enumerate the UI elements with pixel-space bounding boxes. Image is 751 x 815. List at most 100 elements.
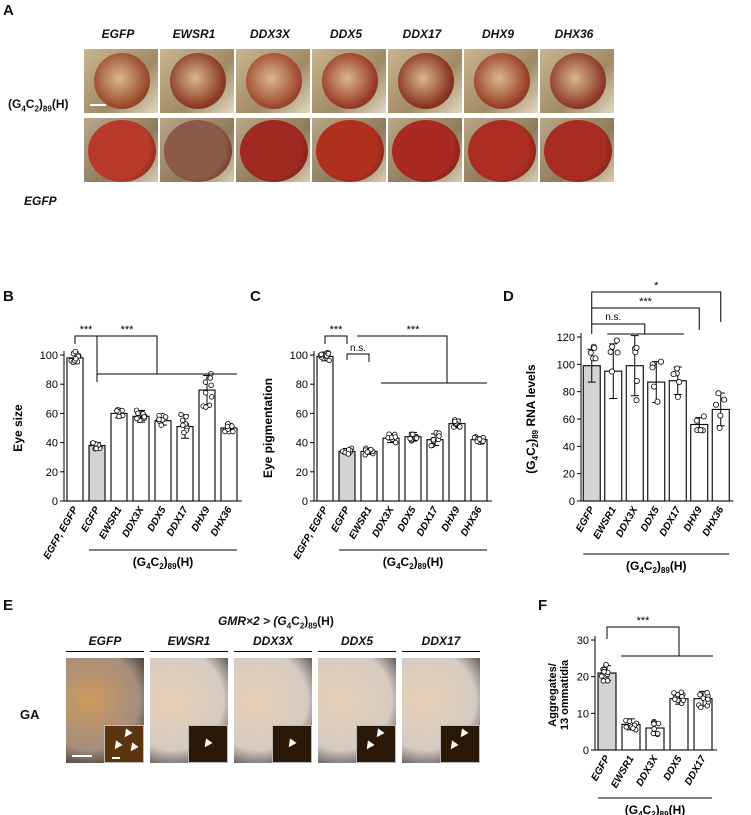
data-point (609, 343, 616, 350)
x-axis-label: (G4C2)89(H) (383, 555, 444, 570)
data-point (114, 408, 120, 414)
y-tick-label: 100 (290, 350, 308, 362)
data-point (626, 718, 633, 724)
data-point (181, 429, 187, 436)
column-underline (402, 651, 480, 652)
data-point (717, 412, 724, 419)
panel-a-column-label: DDX3X (249, 27, 290, 41)
data-point (697, 427, 704, 434)
y-tick-label: 60 (296, 408, 308, 420)
aggregate-arrow-icon (457, 728, 469, 740)
eye-image (464, 49, 538, 113)
data-point (623, 724, 629, 730)
y-tick-label: 0 (583, 745, 589, 757)
category-label: EGFP (329, 505, 352, 534)
category-label: DDX3X (634, 753, 661, 789)
y-tick-label: 100 (40, 350, 58, 362)
panel-e-column-label: EWSR1 (167, 634, 211, 648)
data-point (651, 721, 657, 727)
bar (220, 427, 238, 502)
category-label: DHX9 (440, 505, 463, 534)
category-label: DDX5 (396, 505, 419, 534)
panel-a-row-label-egfp: EGFP (24, 194, 57, 208)
data-point (345, 451, 352, 457)
significance-bracket (591, 323, 646, 334)
panel-e-column-label: DDX3X (252, 634, 293, 648)
category-label: DDX5 (662, 754, 685, 783)
category-label: EGFP, EGFP (292, 505, 331, 562)
y-tick-label: 0 (302, 496, 308, 508)
data-point (674, 365, 681, 372)
aggregate-arrow-icon (127, 742, 139, 754)
bar (597, 672, 617, 751)
significance-label: *** (639, 296, 653, 308)
tissue-image (318, 658, 396, 763)
data-point (649, 364, 656, 371)
magnified-inset (272, 725, 312, 763)
x-axis-label: (G4C2)89(H) (625, 803, 686, 815)
data-point (601, 669, 607, 675)
data-point (178, 411, 184, 418)
data-point (207, 375, 214, 381)
bar (88, 444, 106, 502)
y-tick-label: 0 (52, 496, 58, 508)
data-point (670, 371, 677, 378)
eye-image (540, 118, 614, 182)
data-point (410, 431, 416, 438)
eye-image (236, 118, 310, 182)
data-point (592, 355, 599, 362)
x-axis-label: (G4C2)89(H) (626, 559, 687, 575)
bar (154, 420, 172, 502)
data-point (633, 377, 640, 384)
magnified-inset (440, 725, 480, 763)
significance-label: *** (121, 324, 135, 336)
significance-label: *** (637, 615, 651, 627)
panel-label-a: A (3, 2, 14, 19)
data-point (698, 704, 704, 711)
magnified-inset (104, 725, 144, 763)
panel-label-e: E (3, 597, 14, 614)
data-point (657, 358, 664, 365)
y-tick-label: 20 (563, 469, 575, 481)
data-point (614, 349, 621, 356)
data-point (428, 442, 434, 449)
significance-bracket (74, 335, 98, 344)
eye-image (464, 118, 538, 182)
y-tick-label: 20 (46, 467, 58, 479)
category-label: EWSR1 (609, 754, 637, 791)
magnified-inset (188, 725, 228, 763)
data-point (700, 695, 706, 701)
eye-image (388, 49, 462, 113)
data-point (700, 413, 707, 420)
category-label: DDX5 (146, 505, 169, 534)
data-point (72, 348, 78, 355)
tissue-image (66, 658, 144, 763)
data-point (705, 696, 711, 702)
significance-bracket (591, 291, 722, 322)
significance-label: n.s. (350, 343, 366, 354)
data-point (678, 689, 685, 695)
data-point (654, 398, 661, 405)
data-point (676, 378, 683, 385)
significance-bracket (357, 335, 448, 383)
panel-a-column-label: DHX36 (554, 27, 594, 41)
data-point (392, 434, 398, 440)
y-tick-label: 40 (563, 441, 575, 453)
y-tick-label: 80 (563, 387, 575, 399)
eye-image (236, 49, 310, 113)
bar (338, 450, 356, 502)
data-point (715, 390, 722, 397)
y-axis-label: Eye pigmentation (261, 378, 275, 478)
y-axis-label: Aggregates/13 ommatidia (547, 659, 571, 730)
category-label: EGFP (79, 505, 102, 534)
significance-bracket (591, 307, 700, 330)
aggregate-arrow-icon (121, 728, 133, 740)
data-point (224, 423, 231, 430)
inset-scale-bar (112, 757, 120, 759)
data-point (162, 414, 169, 420)
category-label: DDX17 (415, 505, 441, 539)
category-label: DDX17 (683, 754, 709, 788)
data-point (651, 726, 657, 732)
data-point (230, 428, 236, 435)
